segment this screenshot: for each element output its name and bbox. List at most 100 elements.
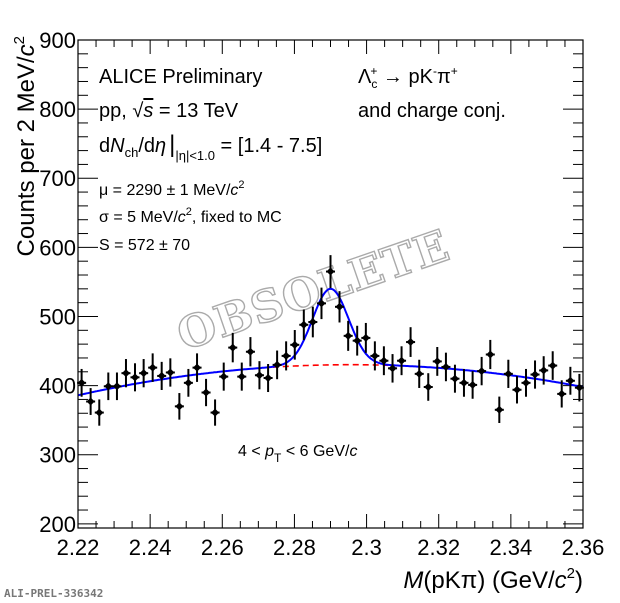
data-point (201, 378, 211, 407)
data-point (237, 362, 247, 391)
point-marker (361, 333, 370, 342)
point-marker (95, 408, 104, 417)
data-point (272, 350, 282, 380)
x-tick-label: 2.32 (417, 535, 460, 560)
point-marker (139, 369, 148, 378)
x-tick-label: 2.22 (57, 535, 100, 560)
point-marker (370, 351, 379, 360)
collision-system-label: pp, √s = 13 TeV (99, 100, 239, 122)
point-marker (504, 369, 513, 378)
point-marker (184, 378, 193, 387)
point-marker (148, 363, 157, 372)
point-marker (326, 267, 335, 276)
point-marker (459, 378, 468, 387)
data-point (121, 359, 131, 388)
point-marker (193, 363, 202, 372)
charge-conjugate-label: and charge conj. (358, 100, 506, 122)
data-point (512, 376, 522, 404)
point-marker (77, 378, 86, 387)
data-point (299, 309, 309, 341)
data-point (139, 359, 149, 388)
data-point (157, 361, 167, 390)
x-tick-label: 2.3 (351, 535, 382, 560)
data-point (370, 341, 380, 371)
point-marker (512, 385, 521, 394)
data-point (228, 332, 238, 363)
y-tick-label: 700 (39, 166, 76, 191)
data-point (77, 368, 87, 397)
data-point (406, 327, 416, 357)
point-marker (539, 366, 548, 375)
x-tick-label: 2.36 (562, 535, 605, 560)
point-marker (441, 362, 450, 371)
data-point (574, 373, 584, 402)
point-marker (121, 369, 130, 378)
y-axis-title: Counts per 2 MeV/c2 (11, 36, 40, 256)
data-point (254, 361, 264, 390)
multiplicity-label: dNch/dη ||η|<1.0 = [1.4 - 7.5] (99, 131, 322, 163)
pt-range-label: 4 < pT < 6 GeV/c (238, 443, 357, 465)
point-marker (433, 357, 442, 366)
data-points (77, 255, 584, 426)
data-point (112, 372, 122, 401)
point-marker (575, 383, 584, 392)
data-point (459, 368, 469, 397)
data-point (530, 360, 540, 389)
point-marker (388, 364, 397, 373)
data-point (485, 339, 495, 370)
data-point (219, 362, 229, 391)
point-marker (290, 340, 299, 349)
data-point (450, 364, 460, 393)
point-marker (130, 373, 139, 382)
data-point (281, 341, 291, 371)
data-point (503, 359, 513, 388)
data-point (379, 346, 389, 376)
data-point (94, 399, 104, 426)
data-point (130, 363, 140, 392)
y-tick-label: 300 (39, 443, 76, 468)
data-point (557, 380, 567, 408)
data-point (325, 255, 336, 288)
point-marker (86, 397, 95, 406)
data-point (210, 399, 220, 426)
data-point (343, 320, 353, 351)
axes: 2.22 2.24 2.26 2.28 2.3 2.32 2.34 2.36 200 300 400… (39, 28, 604, 560)
data-point (539, 356, 549, 385)
data-point (148, 353, 158, 382)
point-marker (157, 371, 166, 380)
y-tick-label: 500 (39, 304, 76, 329)
data-point (441, 352, 451, 382)
point-marker (308, 318, 317, 327)
point-marker (175, 402, 184, 411)
decay-channel-label: Λc+ → pK-π+ (358, 64, 458, 91)
data-point (174, 393, 184, 420)
data-point (263, 363, 273, 393)
point-marker (202, 388, 211, 397)
point-marker (246, 347, 255, 356)
point-marker (335, 302, 344, 311)
point-marker (557, 389, 566, 398)
data-point (183, 368, 193, 397)
point-marker (468, 380, 477, 389)
data-point (165, 358, 175, 387)
point-marker (424, 382, 433, 391)
point-marker (255, 371, 264, 380)
point-marker (566, 376, 575, 385)
data-point (352, 325, 362, 356)
point-marker (379, 356, 388, 365)
point-marker (415, 369, 424, 378)
x-tick-label: 2.26 (201, 535, 244, 560)
point-marker (228, 343, 237, 352)
point-marker (273, 360, 282, 369)
x-tick-label: 2.28 (273, 535, 316, 560)
point-marker (531, 370, 540, 379)
point-marker (450, 374, 459, 383)
point-marker (477, 367, 486, 376)
fit-sigma-label: σ = 5 MeV/c2, fixed to MC (99, 206, 282, 226)
fit-mean-label: μ = 2290 ± 1 MeV/c2 (99, 179, 245, 199)
point-marker (282, 351, 291, 360)
point-marker (211, 408, 220, 417)
data-point (548, 351, 558, 380)
data-point (308, 306, 318, 338)
